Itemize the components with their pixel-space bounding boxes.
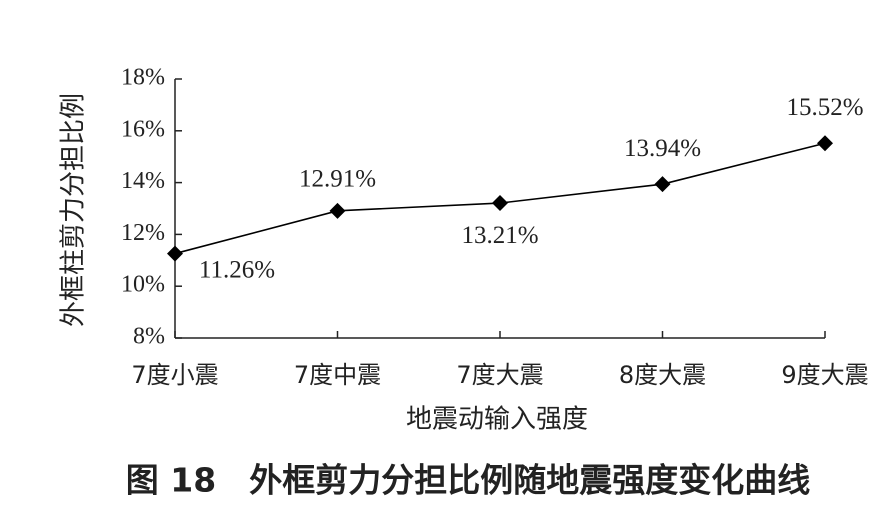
value-label: 11.26% (199, 256, 275, 283)
y-tick-label: 18% (121, 65, 165, 91)
x-axis-label: 地震动输入强度 (406, 405, 588, 435)
value-label: 13.94% (624, 135, 701, 162)
x-tick-label: 7度小震 (131, 361, 218, 389)
value-label: 13.21% (461, 222, 538, 249)
data-point (329, 202, 346, 219)
data-point (492, 195, 508, 212)
x-tick-label: 8度大震 (619, 361, 706, 389)
y-tick-label: 12% (121, 220, 165, 246)
value-label: 12.91% (299, 166, 376, 193)
y-tick-label: 16% (121, 116, 165, 142)
data-point (817, 135, 833, 152)
data-point (167, 245, 183, 262)
y-tick-label: 10% (121, 272, 165, 298)
x-tick-label: 9度大震 (781, 361, 868, 389)
x-tick-label: 7度大震 (456, 361, 543, 389)
chart-title: 图 18 外框剪力分担比例随地震强度变化曲线 (126, 461, 810, 500)
data-point (654, 176, 671, 193)
y-tick-label: 8% (133, 324, 165, 350)
y-axis-label: 外框柱剪力分担比例 (59, 93, 89, 327)
value-label: 15.52% (786, 94, 863, 121)
x-tick-label: 7度中震 (294, 361, 381, 389)
y-tick-label: 14% (121, 168, 165, 194)
